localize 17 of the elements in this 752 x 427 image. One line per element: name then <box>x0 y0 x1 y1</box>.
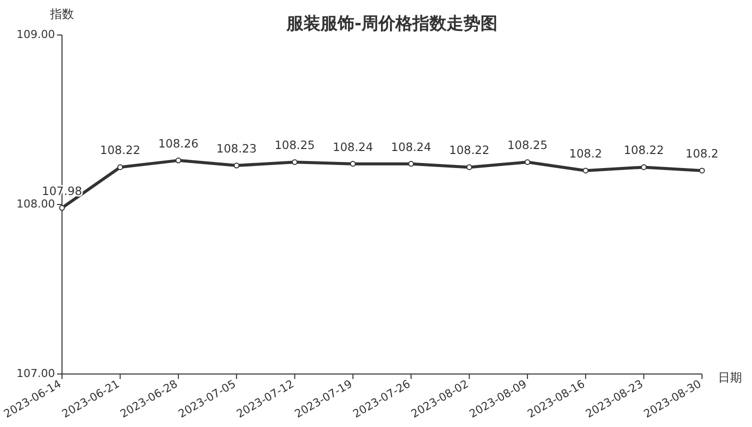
data-label: 108.22 <box>449 143 490 158</box>
data-label: 108.25 <box>274 138 315 152</box>
title: 服装服饰-周价格指数走势图 <box>286 14 498 34</box>
data-label: 108.24 <box>390 140 432 154</box>
data-label: 108.22 <box>100 143 140 158</box>
ytick: 108.00 <box>16 198 55 211</box>
data-label: 108.22 <box>624 143 664 158</box>
data-label: 108.25 <box>507 138 548 152</box>
ytick: 109.00 <box>16 28 55 42</box>
data-label: 108.26 <box>158 136 198 150</box>
data-label: 108.24 <box>332 140 374 154</box>
xlabel: 日期 <box>718 370 742 384</box>
data-label: 108.23 <box>216 142 257 156</box>
data-label: 108.2 <box>686 146 718 161</box>
data-label: 108.2 <box>569 146 602 161</box>
ytick: 107.00 <box>16 367 55 380</box>
ylabel: 指数 <box>50 7 74 21</box>
